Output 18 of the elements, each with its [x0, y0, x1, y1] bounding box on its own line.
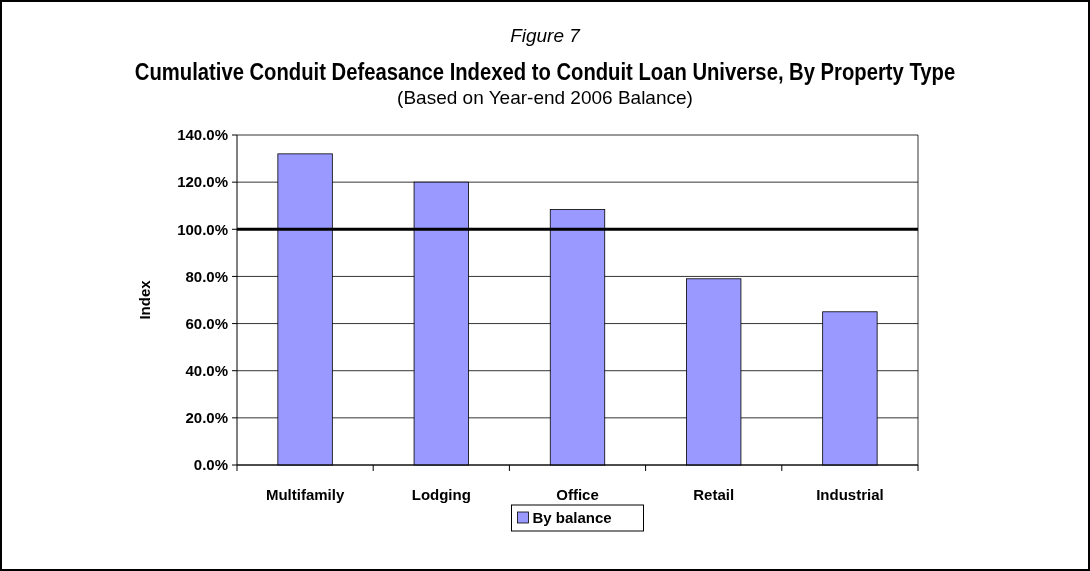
y-tick-label: 120.0%	[177, 173, 228, 191]
x-tick-label: Industrial	[816, 486, 884, 503]
y-axis-title: Index	[136, 279, 153, 320]
chart-subtitle: (Based on Year-end 2006 Balance)	[397, 87, 693, 108]
x-tick-label: Multifamily	[265, 486, 345, 503]
y-tick-label: 140.0%	[177, 126, 228, 144]
chart-title: Cumulative Conduit Defeasance Indexed to Conduit Loan Universe, By Property Type	[134, 58, 956, 86]
y-tick-label: 100.0%	[177, 220, 228, 238]
x-tick-label: Lodging	[411, 486, 471, 503]
x-tick-label: Retail	[693, 486, 735, 503]
y-tick-label: 20.0%	[185, 409, 228, 427]
caption: Figure 7	[510, 25, 582, 46]
y-tick-label: 80.0%	[185, 267, 228, 285]
y-tick-label: 0.0%	[193, 456, 228, 474]
y-tick-label: 60.0%	[185, 314, 228, 332]
legend-label: By balance	[532, 509, 612, 527]
y-tick-label: 40.0%	[185, 361, 228, 379]
x-tick-label: Office	[556, 486, 599, 503]
